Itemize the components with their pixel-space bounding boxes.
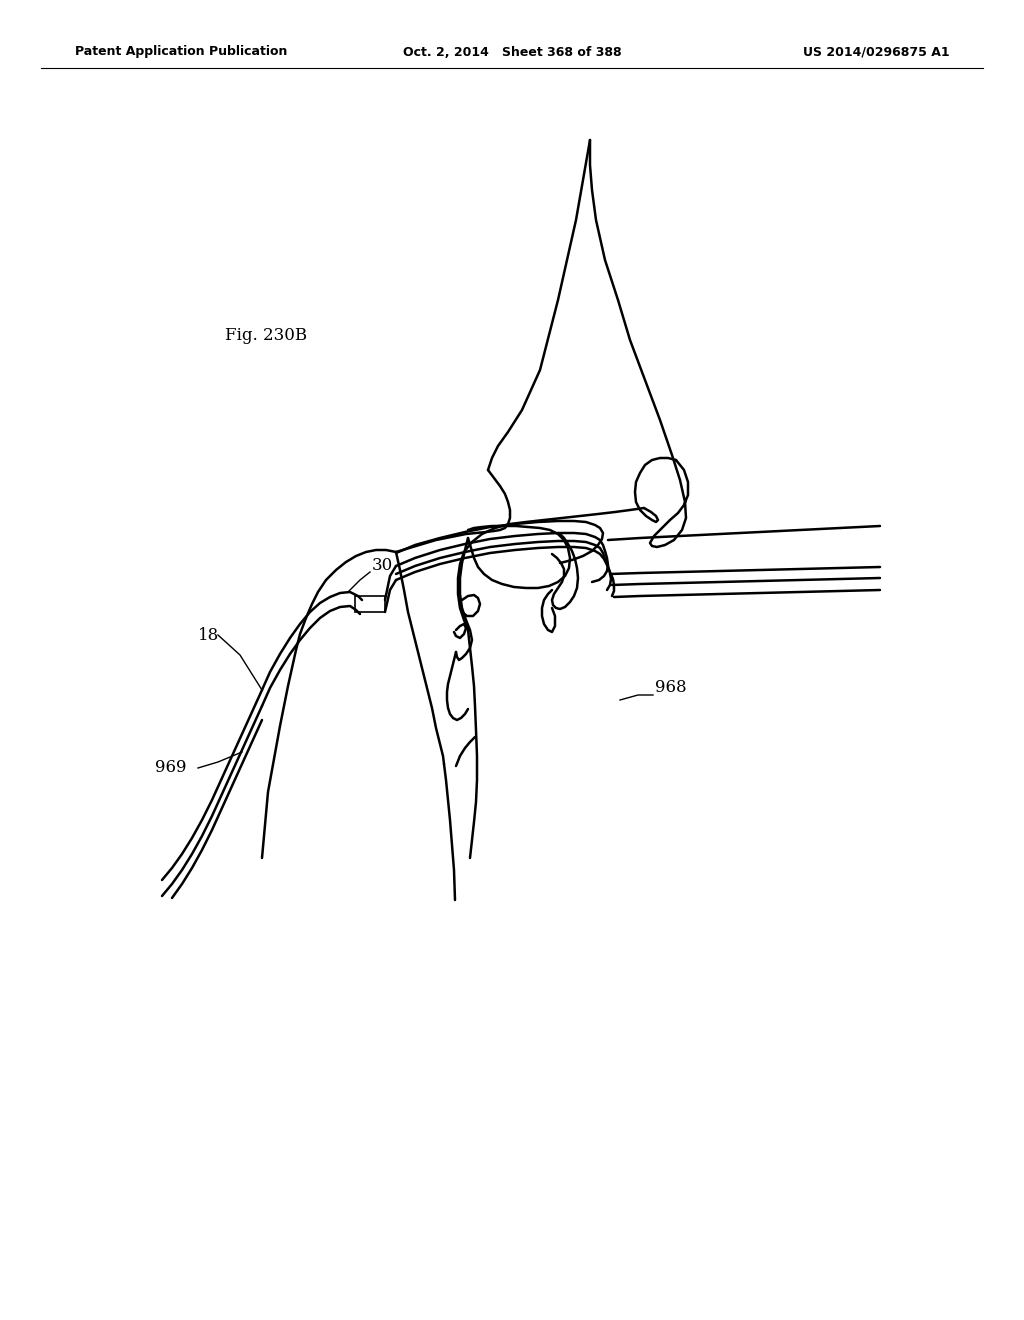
Text: Fig. 230B: Fig. 230B [225,327,307,345]
Bar [355,597,385,612]
Text: 30: 30 [372,557,393,573]
Text: Oct. 2, 2014   Sheet 368 of 388: Oct. 2, 2014 Sheet 368 of 388 [402,45,622,58]
Text: 968: 968 [655,680,687,697]
Text: Patent Application Publication: Patent Application Publication [75,45,288,58]
Text: US 2014/0296875 A1: US 2014/0296875 A1 [804,45,950,58]
Text: 18: 18 [198,627,219,644]
Text: 969: 969 [155,759,186,776]
